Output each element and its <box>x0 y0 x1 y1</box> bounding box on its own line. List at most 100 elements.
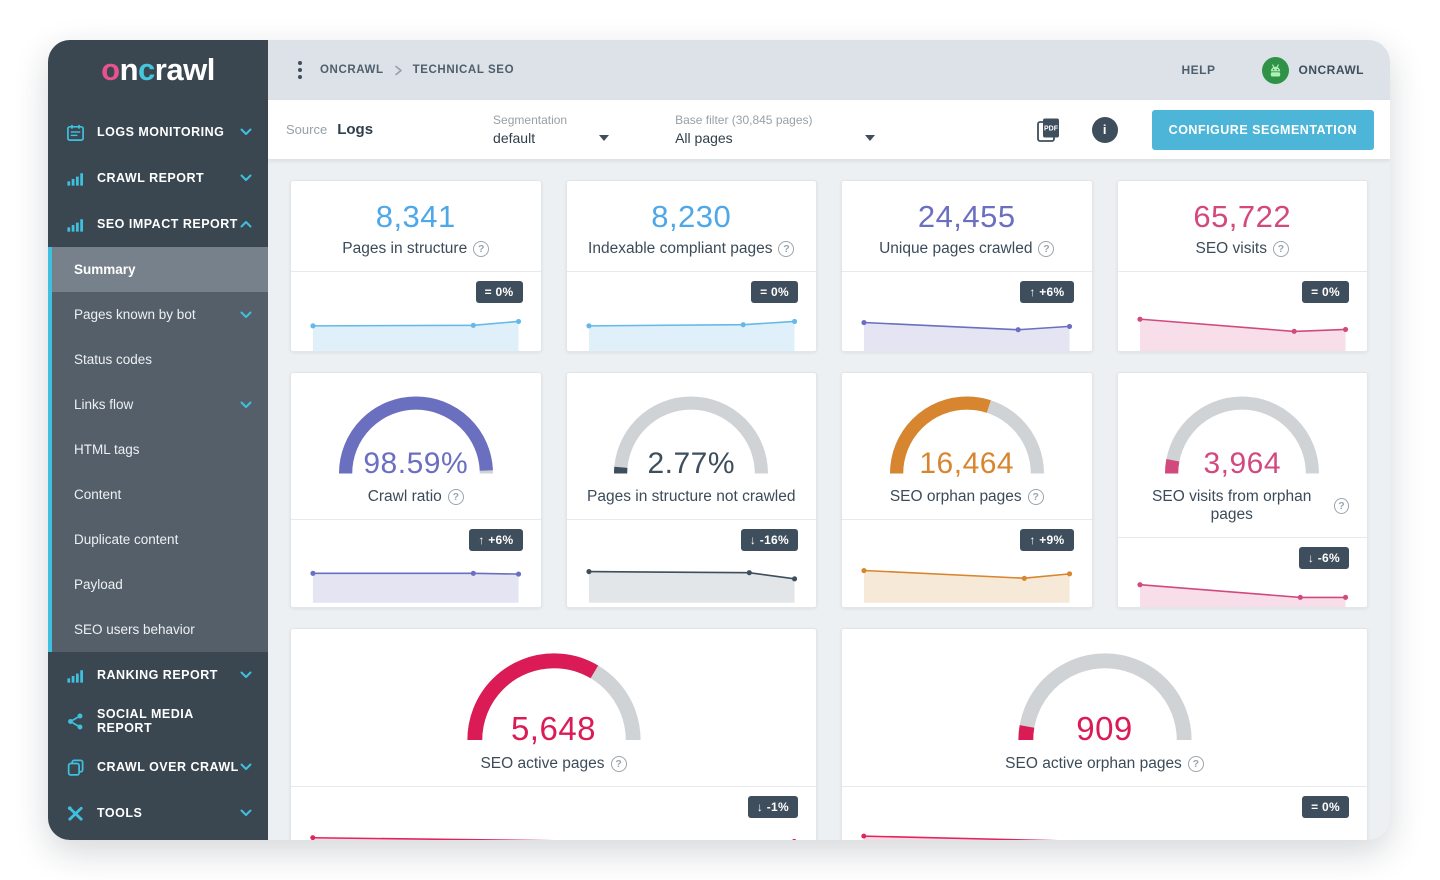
sidebar-item-crawl-over-crawl[interactable]: CRAWL OVER CRAWL <box>48 744 268 790</box>
badge-row: ↓ -16% <box>585 528 798 551</box>
sidebar-item-label: SEO IMPACT REPORT <box>97 217 238 231</box>
share-icon <box>66 712 85 731</box>
segmentation-dropdown[interactable]: Segmentation default <box>493 113 610 146</box>
sidebar-subitem-label: Summary <box>74 262 136 277</box>
chevron-down-icon <box>240 809 252 817</box>
help-icon[interactable]: ? <box>1272 241 1289 257</box>
dashboard-content: 8,341 Pages in structure? = 0% 8,230 Indexab… <box>268 159 1390 840</box>
user-name[interactable]: ONCRAWL <box>1298 63 1364 77</box>
chevron-down-icon <box>240 671 252 679</box>
copy-icon <box>66 758 85 777</box>
gauge-chart-seo-active-pages: 5,648 <box>455 645 653 748</box>
sidebar-subitem-duplicate-content[interactable]: Duplicate content <box>52 517 268 562</box>
gauge-chart-seo-orphan-pages: 16,464 <box>879 389 1055 481</box>
base-filter-dropdown[interactable]: Base filter (30,845 pages) All pages <box>675 113 875 146</box>
chevron-up-icon <box>240 220 252 228</box>
help-icon[interactable]: ? <box>473 241 490 257</box>
help-icon[interactable]: ? <box>1333 497 1349 514</box>
sidebar-subitem-pages-known-by-bot[interactable]: Pages known by bot <box>52 292 268 337</box>
sidebar-item-crawl-report[interactable]: CRAWL REPORT <box>48 155 268 201</box>
card-label-text: SEO active orphan pages <box>1005 754 1182 772</box>
sidebar-item-logs-monitoring[interactable]: LOGS MONITORING <box>48 109 268 155</box>
oncrawl-logo[interactable]: o n c rawl <box>48 40 268 100</box>
app-window: o n c rawl LOGS MONITORING CRAWL REPORT SEO I… <box>48 40 1390 840</box>
sidebar-nav: LOGS MONITORING CRAWL REPORT SEO IMPACT RE… <box>48 100 268 840</box>
logo-letter-n: n <box>119 52 139 87</box>
help-icon[interactable]: ? <box>778 241 795 257</box>
card-label-text: Crawl ratio <box>367 487 442 505</box>
sidebar-subitem-label: HTML tags <box>74 442 140 457</box>
sidebar-item-seo-impact-report[interactable]: SEO IMPACT REPORT <box>48 201 268 247</box>
badge-row: ↑ +6% <box>309 528 523 551</box>
help-icon[interactable]: ? <box>610 755 627 772</box>
segmentation-label: Segmentation <box>493 113 568 127</box>
trend-badge: = 0% <box>751 281 798 303</box>
pdf-export-icon[interactable]: PDF <box>1034 116 1064 144</box>
sparkline-chart <box>860 309 1074 351</box>
sidebar-item-label: CRAWL OVER CRAWL <box>97 760 239 774</box>
logo-letter-o: o <box>101 52 120 87</box>
card-label-text: SEO visits from orphan pages <box>1152 487 1312 523</box>
sidebar-subitem-links-flow[interactable]: Links flow <box>52 382 268 427</box>
user-avatar-robot-icon[interactable] <box>1261 56 1289 84</box>
top-bar: ONCRAWL TECHNICAL SEO HELP ONC <box>268 40 1390 100</box>
card-label: Crawl ratio? <box>309 488 523 506</box>
info-icon[interactable]: i <box>1091 116 1118 143</box>
sidebar-subitem-seo-users-behavior[interactable]: SEO users behavior <box>52 607 268 652</box>
base-filter-value: All pages <box>675 130 733 146</box>
chevron-down-icon <box>240 763 252 771</box>
badge-row: ↓ -6% <box>1136 546 1349 569</box>
sidebar-subitem-label: Duplicate content <box>74 532 179 547</box>
kebab-menu-icon[interactable] <box>298 68 302 72</box>
card-value: 16,464 <box>919 446 1015 480</box>
cards-row-1: 8,341 Pages in structure? = 0% 8,230 Indexab… <box>290 180 1368 352</box>
sidebar-item-label: CRAWL REPORT <box>97 171 205 185</box>
card-value: 5,648 <box>510 709 597 747</box>
help-icon[interactable]: ? <box>1038 241 1055 257</box>
badge-row: ↑ +9% <box>860 528 1074 551</box>
metric-card-pages-in-structure: 8,341 Pages in structure? = 0% <box>290 180 542 352</box>
sidebar-item-social-media-report[interactable]: SOCIAL MEDIA REPORT <box>48 698 268 744</box>
segmentation-value: default <box>493 130 536 146</box>
sparkline-chart <box>309 309 523 351</box>
breadcrumb-page[interactable]: TECHNICAL SEO <box>412 64 515 76</box>
caret-down-icon <box>599 135 610 141</box>
cards-row-3: 5,648 SEO active pages? ↓ -1% 909 SEO active… <box>290 628 1368 840</box>
trend-badge: ↑ +9% <box>1020 528 1074 551</box>
trend-badge: ↓ -16% <box>740 528 798 551</box>
calendar-icon <box>66 123 85 142</box>
sparkline-chart <box>1136 309 1350 351</box>
sidebar-subitem-html-tags[interactable]: HTML tags <box>52 427 268 472</box>
sidebar-subitem-summary[interactable]: Summary <box>52 247 268 292</box>
card-value: 2.77% <box>647 446 736 480</box>
tools-icon <box>66 804 85 823</box>
sidebar-subitem-label: Links flow <box>74 397 134 412</box>
breadcrumb-project[interactable]: ONCRAWL <box>320 64 384 76</box>
bar-chart-icon <box>66 215 85 234</box>
chevron-right-icon <box>394 65 403 76</box>
help-icon[interactable]: ? <box>447 488 464 505</box>
card-label-text: Unique pages crawled <box>879 240 1033 257</box>
card-value: 3,964 <box>1203 446 1282 480</box>
sidebar-subitem-label: Payload <box>74 577 123 592</box>
help-icon[interactable]: ? <box>1187 755 1204 772</box>
metric-card-seo-active-pages: 5,648 SEO active pages? ↓ -1% <box>290 628 817 840</box>
card-label: Pages in structure? <box>309 240 523 258</box>
sidebar-subitem-payload[interactable]: Payload <box>52 562 268 607</box>
sidebar-subitem-status-codes[interactable]: Status codes <box>52 337 268 382</box>
sidebar-subitem-content[interactable]: Content <box>52 472 268 517</box>
badge-row: ↑ +6% <box>860 281 1074 303</box>
card-divider <box>1117 536 1367 538</box>
trend-badge: ↑ +6% <box>469 528 523 551</box>
sidebar-item-ranking-report[interactable]: RANKING REPORT <box>48 652 268 698</box>
chevron-down-icon <box>240 311 252 319</box>
sidebar-item-tools[interactable]: TOOLS <box>48 790 268 836</box>
sidebar-subitem-label: Content <box>74 487 122 502</box>
card-label: SEO active orphan pages? <box>860 755 1349 773</box>
card-label-text: Pages in structure not crawled <box>587 487 796 505</box>
source-label: Source <box>286 122 328 137</box>
help-icon[interactable]: ? <box>1027 488 1044 505</box>
gauge-chart-crawl-ratio: 98.59% <box>328 389 504 481</box>
configure-segmentation-button[interactable]: CONFIGURE SEGMENTATION <box>1151 109 1374 150</box>
help-link[interactable]: HELP <box>1181 63 1216 77</box>
